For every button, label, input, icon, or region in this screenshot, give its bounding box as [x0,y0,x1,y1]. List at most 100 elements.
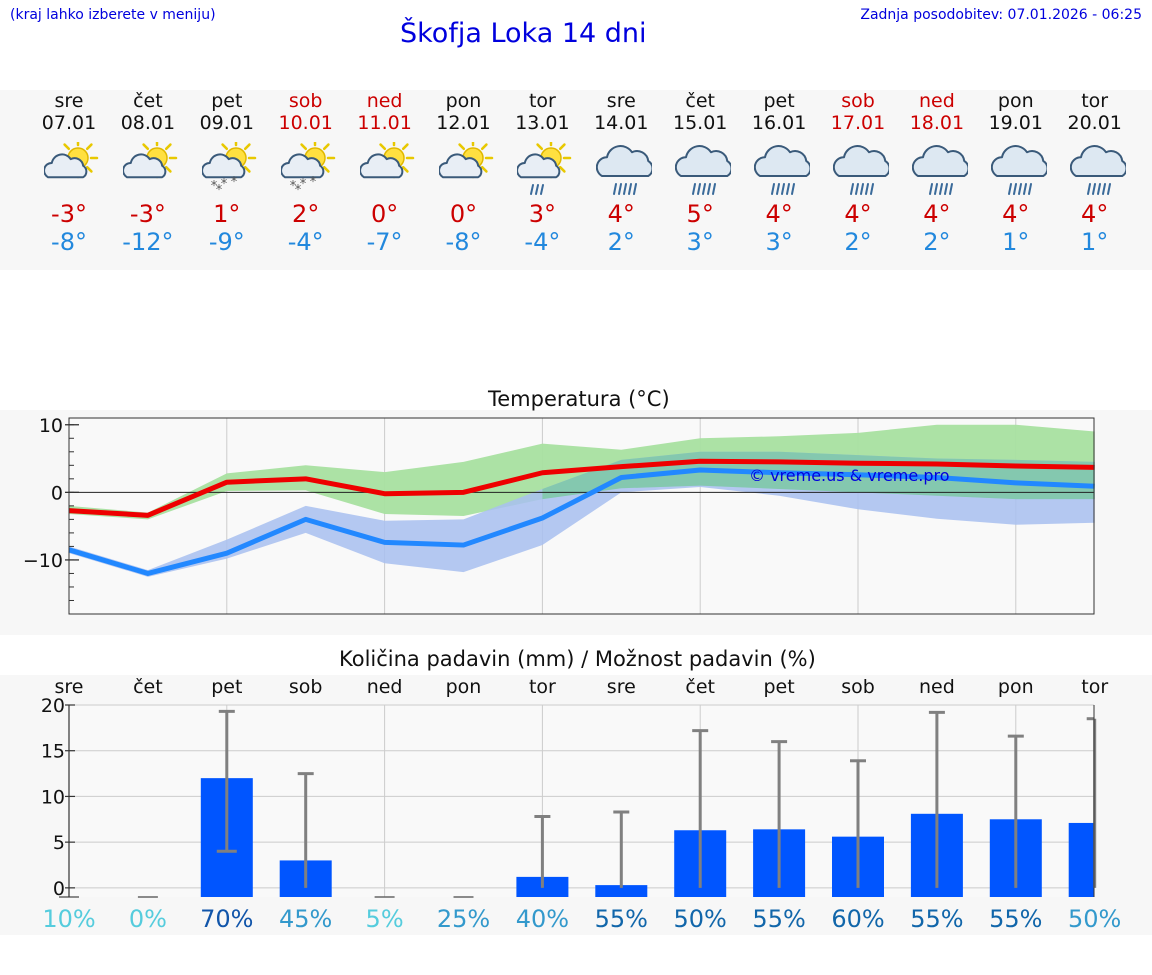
day-date: 16.01 [751,112,807,134]
day-column: tor 20.01 4° 1° [1056,90,1134,256]
day-date: 20.01 [1067,112,1122,134]
cloud-rain-icon [833,145,889,195]
precipitation-chance-label: 40% [516,905,569,933]
day-date: 10.01 [278,112,333,134]
day-column: pon 19.01 4° 1° [977,90,1055,256]
day-column: čet 08.01 -3° -12° [109,90,187,256]
max-temperature: 3° [528,200,557,228]
day-column: sre 14.01 4° 2° [582,90,660,256]
cloud-rain-icon [990,145,1047,195]
min-temperature: 2° [923,228,951,256]
day-column: pet 16.01 4° 3° [740,90,818,256]
svg-text:*: * [221,177,228,192]
svg-text:*: * [216,183,223,198]
precipitation-chance-label: 50% [1068,905,1121,933]
cloud-rain-icon [675,145,732,195]
min-temperature: 3° [686,228,714,256]
day-name: pon [997,90,1034,112]
x-tick-label: čet [133,676,163,698]
day-date: 18.01 [909,112,965,134]
page-title: Škofja Loka 14 dni [400,18,647,49]
day-date: 08.01 [120,112,176,134]
x-tick-label: pet [763,676,794,698]
day-column: ned 11.01 0° -7° [346,90,424,256]
precipitation-chance-label: 70% [200,905,253,933]
min-temperature: -12° [122,228,174,256]
day-name: ned [918,90,955,112]
max-temperature: 0° [449,200,478,228]
max-temperature: 4° [765,200,793,228]
plot-frame [68,417,1095,615]
sun-cloud-icon [122,142,178,179]
header-note[interactable]: (kraj lahko izberete v meniju) [10,7,216,23]
day-column: sob 10.01 * * * * 2° -4° [267,90,345,256]
day-name: sre [606,90,636,112]
y-tick-label: 5 [53,832,65,854]
y-tick-label: 10 [41,786,65,808]
max-temperature: 2° [292,200,320,228]
min-temperature: -8° [445,228,482,256]
day-date: 13.01 [515,112,570,134]
svg-text:*: * [231,175,238,190]
x-tick-label: sob [841,676,875,698]
max-temperature: 4° [844,200,872,228]
day-column: tor 13.01 3° -4° [503,90,581,256]
x-tick-label: ned [367,676,403,698]
day-date: 14.01 [594,112,649,134]
sun-cloud-snow-icon: * * ** [280,142,335,198]
precipitation-chance-label: 10% [42,905,95,933]
max-temperature: -3° [51,200,87,228]
day-column: pon 12.01 0° -8° [425,90,503,256]
precipitation-chance-label: 55% [910,905,963,933]
precipitation-chance-label: 55% [989,905,1042,933]
x-tick-label: pon [998,676,1034,698]
day-column: pet 09.01 * * * * 1° -9° [188,90,266,256]
precipitation-chance-label: 0% [129,905,167,933]
temperature-chart-title: Temperatura (°C) [488,387,670,411]
cloud-rain-icon [754,145,811,195]
y-tick-label: 20 [41,695,65,717]
precipitation-chance-label: 55% [595,905,648,933]
day-name: sob [288,90,323,112]
max-temperature: 4° [923,200,951,228]
max-temperature: 4° [1002,200,1030,228]
sun-cloud-icon [359,142,414,179]
day-date: 11.01 [357,112,412,134]
precipitation-chance-label: 55% [752,905,805,933]
svg-text:*: * [294,183,301,198]
x-tick-label: sre [55,676,84,698]
x-tick-label: pet [211,676,242,698]
x-tick-label: tor [1081,676,1108,698]
min-temperature: -4° [287,228,324,256]
day-name: ned [366,90,403,112]
sun-cloud-icon [438,142,493,179]
precipitation-chart: sre čet pet sob ned pon tor sre čet pet sob ned pon t… [41,676,1122,933]
day-name: čet [133,90,163,112]
max-temperature: -3° [129,200,166,228]
day-column: čet 15.01 5° 3° [661,90,739,256]
precipitation-bar [1068,822,1094,897]
y-tick-label: 0 [53,878,65,900]
precipitation-chance-label: 45% [279,905,332,933]
precipitation-chance-label: 5% [366,905,404,933]
day-date: 19.01 [988,112,1043,134]
min-temperature: 1° [1002,228,1030,256]
min-temperature: -7° [366,228,403,256]
min-temperature: -8° [51,228,87,256]
y-tick-label: 0 [51,482,63,504]
precipitation-chance-label: 60% [831,905,884,933]
max-temperature: 1° [213,200,241,228]
max-temperature: 4° [1081,200,1109,228]
min-temperature: -4° [524,228,561,256]
min-temperature: 2° [844,228,872,256]
day-date: 07.01 [41,112,97,134]
sun-cloud-icon [44,142,99,179]
cloud-rain-icon [1069,145,1126,195]
day-date: 17.01 [830,112,886,134]
x-tick-label: tor [529,676,556,698]
x-tick-label: pon [446,676,482,698]
min-temperature: 1° [1081,228,1109,256]
day-name: sre [54,90,84,112]
max-temperature: 5° [686,200,714,228]
precipitation-chance-label: 50% [674,905,727,933]
